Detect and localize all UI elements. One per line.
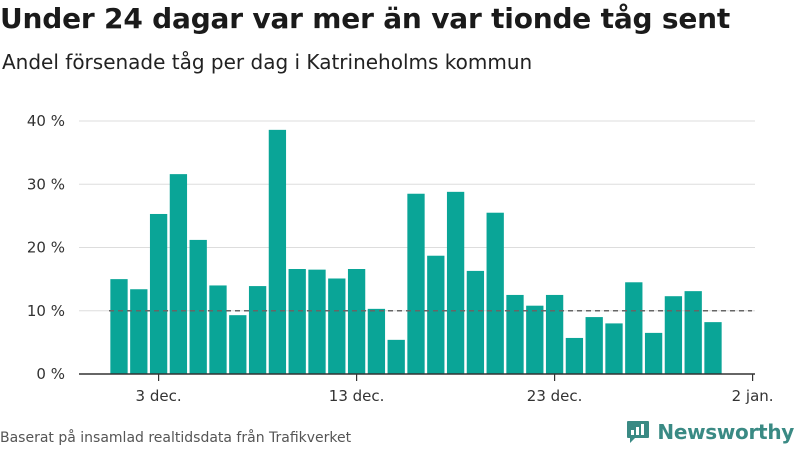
bar (526, 305, 544, 374)
bar (308, 269, 326, 374)
bar (704, 322, 722, 374)
x-tick-label: 2 jan. (732, 387, 774, 405)
bar (605, 323, 623, 374)
axes: 0 % 10 % 20 % 30 % 40 % 3 dec. 13 dec. 23 dec. 2… (27, 112, 774, 405)
x-tick-label: 13 dec. (329, 387, 385, 405)
source-note: Baserat på insamlad realtidsdata från Tr… (0, 430, 352, 446)
bar (347, 269, 366, 374)
bars (110, 129, 722, 374)
bar (268, 129, 287, 374)
bar (466, 270, 485, 374)
brand-logo: Newsworthy (625, 419, 794, 445)
chart-title: Under 24 dagar var mer än var tionde tåg… (0, 2, 731, 35)
chart-subtitle: Andel försenade tåg per dag i Katrinehol… (2, 50, 533, 74)
bar-chart: 0 % 10 % 20 % 30 % 40 % 3 dec. 13 dec. 23 dec. 2… (27, 112, 774, 405)
brand-name: Newsworthy (657, 420, 794, 444)
bar (248, 286, 267, 374)
bar (288, 269, 306, 374)
bar (189, 239, 207, 374)
bar (565, 337, 584, 374)
bar (486, 212, 504, 374)
y-tick-label: 30 % (27, 175, 65, 193)
y-tick-label: 0 % (36, 365, 65, 383)
newsworthy-logo-icon (627, 421, 650, 443)
bar (229, 315, 247, 374)
bar (130, 289, 148, 374)
bar (506, 294, 524, 374)
bar (545, 294, 564, 374)
bar (387, 339, 405, 374)
bar (446, 191, 465, 374)
y-tick-label: 40 % (27, 112, 65, 130)
y-tick-label: 20 % (27, 239, 65, 257)
y-tick-label: 10 % (27, 302, 65, 320)
bar (585, 317, 603, 374)
x-tick-label: 23 dec. (527, 387, 583, 405)
bar (625, 282, 643, 374)
bar (328, 278, 346, 374)
bar (169, 174, 188, 374)
bar (367, 308, 386, 374)
x-tick-label: 3 dec. (136, 387, 182, 405)
bar (209, 285, 227, 374)
bar (664, 296, 683, 374)
bar (644, 332, 663, 374)
bar (407, 193, 425, 374)
bar (427, 255, 445, 374)
bar (149, 213, 168, 374)
bar (110, 279, 128, 374)
bar (684, 291, 702, 374)
